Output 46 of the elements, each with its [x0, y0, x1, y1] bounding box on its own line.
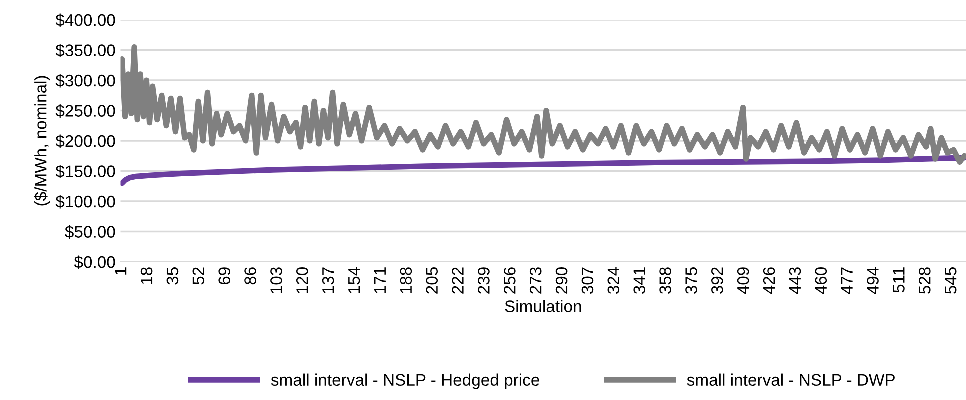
x-tick-label: 477 — [841, 268, 853, 294]
y-tick-label: $400.00 — [56, 14, 116, 28]
x-tick-label: 1 — [115, 268, 127, 275]
x-tick-label: 103 — [270, 268, 282, 294]
y-tick-label: $300.00 — [56, 74, 116, 88]
x-tick-label: 52 — [192, 268, 205, 285]
x-tick-label: 171 — [374, 268, 386, 294]
x-tick-label: 18 — [140, 268, 153, 284]
x-tick-label: 494 — [867, 267, 879, 294]
x-tick-label: 341 — [634, 268, 646, 294]
x-tick-label: 409 — [737, 268, 750, 294]
x-axis-title: Simulation — [505, 300, 582, 312]
y-tick-label: $350.00 — [56, 44, 116, 58]
y-tick-label: $50.00 — [65, 225, 116, 239]
x-tick-label: 154 — [348, 267, 360, 294]
x-tick-label: 545 — [945, 268, 957, 294]
x-tick-label: 205 — [426, 268, 438, 294]
x-tick-label: 324 — [608, 267, 620, 294]
x-tick-label: 392 — [712, 268, 724, 294]
x-tick-label: 511 — [893, 268, 905, 293]
x-tick-label: 358 — [660, 268, 672, 294]
x-tick-label: 460 — [815, 268, 828, 294]
x-tick-label: 188 — [400, 268, 412, 294]
y-tick-label: $0.00 — [74, 256, 116, 270]
x-tick-label: 443 — [789, 268, 802, 294]
x-tick-label: 375 — [686, 268, 698, 294]
x-tick-label: 239 — [478, 268, 490, 294]
y-tick-label: $200.00 — [56, 134, 116, 148]
x-tick-label: 307 — [582, 268, 594, 294]
x-tick-label: 528 — [919, 268, 931, 294]
x-tick-label: 69 — [218, 268, 230, 285]
x-tick-label: 120 — [296, 268, 308, 294]
x-tick-label: 426 — [763, 268, 776, 294]
y-axis-title: ($/MWh, nominal) — [34, 76, 50, 206]
x-tick-label: 256 — [504, 268, 516, 294]
x-tick-label: 86 — [244, 268, 256, 285]
x-tick-label: 137 — [322, 268, 334, 294]
legend-label: small interval - NSLP - DWP — [687, 374, 895, 386]
x-tick-label: 273 — [530, 268, 542, 294]
y-tick-label: $250.00 — [56, 104, 116, 118]
x-tick-label: 290 — [556, 268, 568, 294]
y-tick-label: $100.00 — [56, 195, 116, 209]
x-tick-label: 222 — [452, 268, 464, 294]
legend-label: small interval - NSLP - Hedged price — [271, 374, 540, 390]
y-tick-label: $150.00 — [56, 164, 116, 178]
x-tick-label: 35 — [166, 268, 179, 285]
